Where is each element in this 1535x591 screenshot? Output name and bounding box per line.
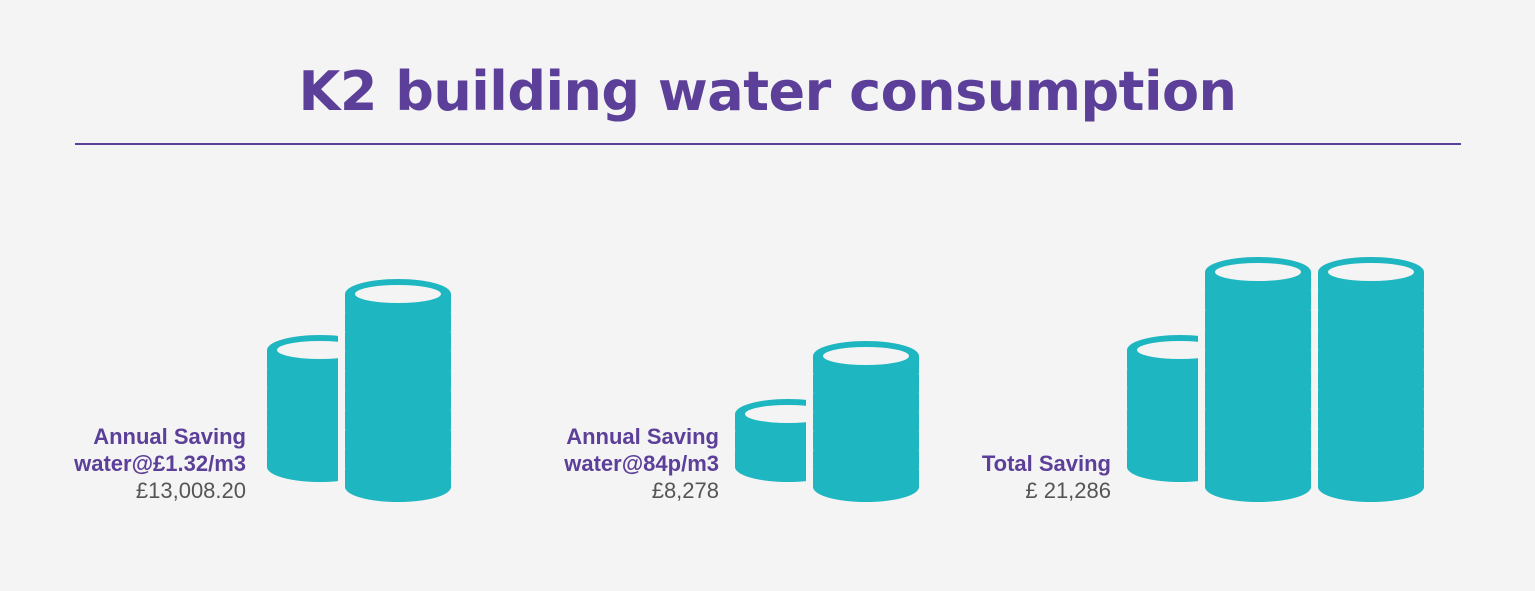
annual-saving-2-amount: £8,278	[651, 478, 719, 503]
total-saving-amount: £ 21,286	[1025, 478, 1111, 503]
coin-stack-2-short	[735, 399, 806, 482]
coin-top-highlight	[355, 285, 441, 303]
total-saving-title: Total Saving	[981, 451, 1111, 476]
coin-stack-1-short	[267, 335, 338, 482]
coin-top-highlight	[277, 341, 338, 359]
total-saving-label: Total Saving £ 21,286	[982, 450, 1111, 504]
title-divider	[75, 143, 1461, 145]
annual-saving-2-label: Annual Saving water@84p/m3 £8,278	[564, 423, 719, 504]
coin-top-highlight	[1137, 341, 1198, 359]
annual-saving-2-rate: water@84p/m3	[564, 451, 719, 476]
coin-stack-3-tall-b	[1318, 257, 1424, 502]
coin-stack-3-tall-a	[1205, 257, 1311, 502]
coin-top-highlight	[1215, 263, 1301, 281]
annual-saving-2-title: Annual Saving	[566, 424, 719, 449]
page-title: K2 building water consumption	[298, 60, 1237, 123]
coin-top-highlight	[1328, 263, 1414, 281]
coin-top-highlight	[745, 405, 806, 423]
coin-stack-1-tall	[345, 279, 451, 502]
annual-saving-1-title: Annual Saving	[93, 424, 246, 449]
annual-saving-1-amount: £13,008.20	[135, 478, 246, 503]
annual-saving-1-label: Annual Saving water@£1.32/m3 £13,008.20	[74, 423, 246, 504]
coin-stack-3-short	[1127, 335, 1198, 482]
annual-saving-1-rate: water@£1.32/m3	[74, 451, 246, 476]
coin-stack-2-tall	[813, 341, 919, 502]
coin-top-highlight	[823, 347, 909, 365]
